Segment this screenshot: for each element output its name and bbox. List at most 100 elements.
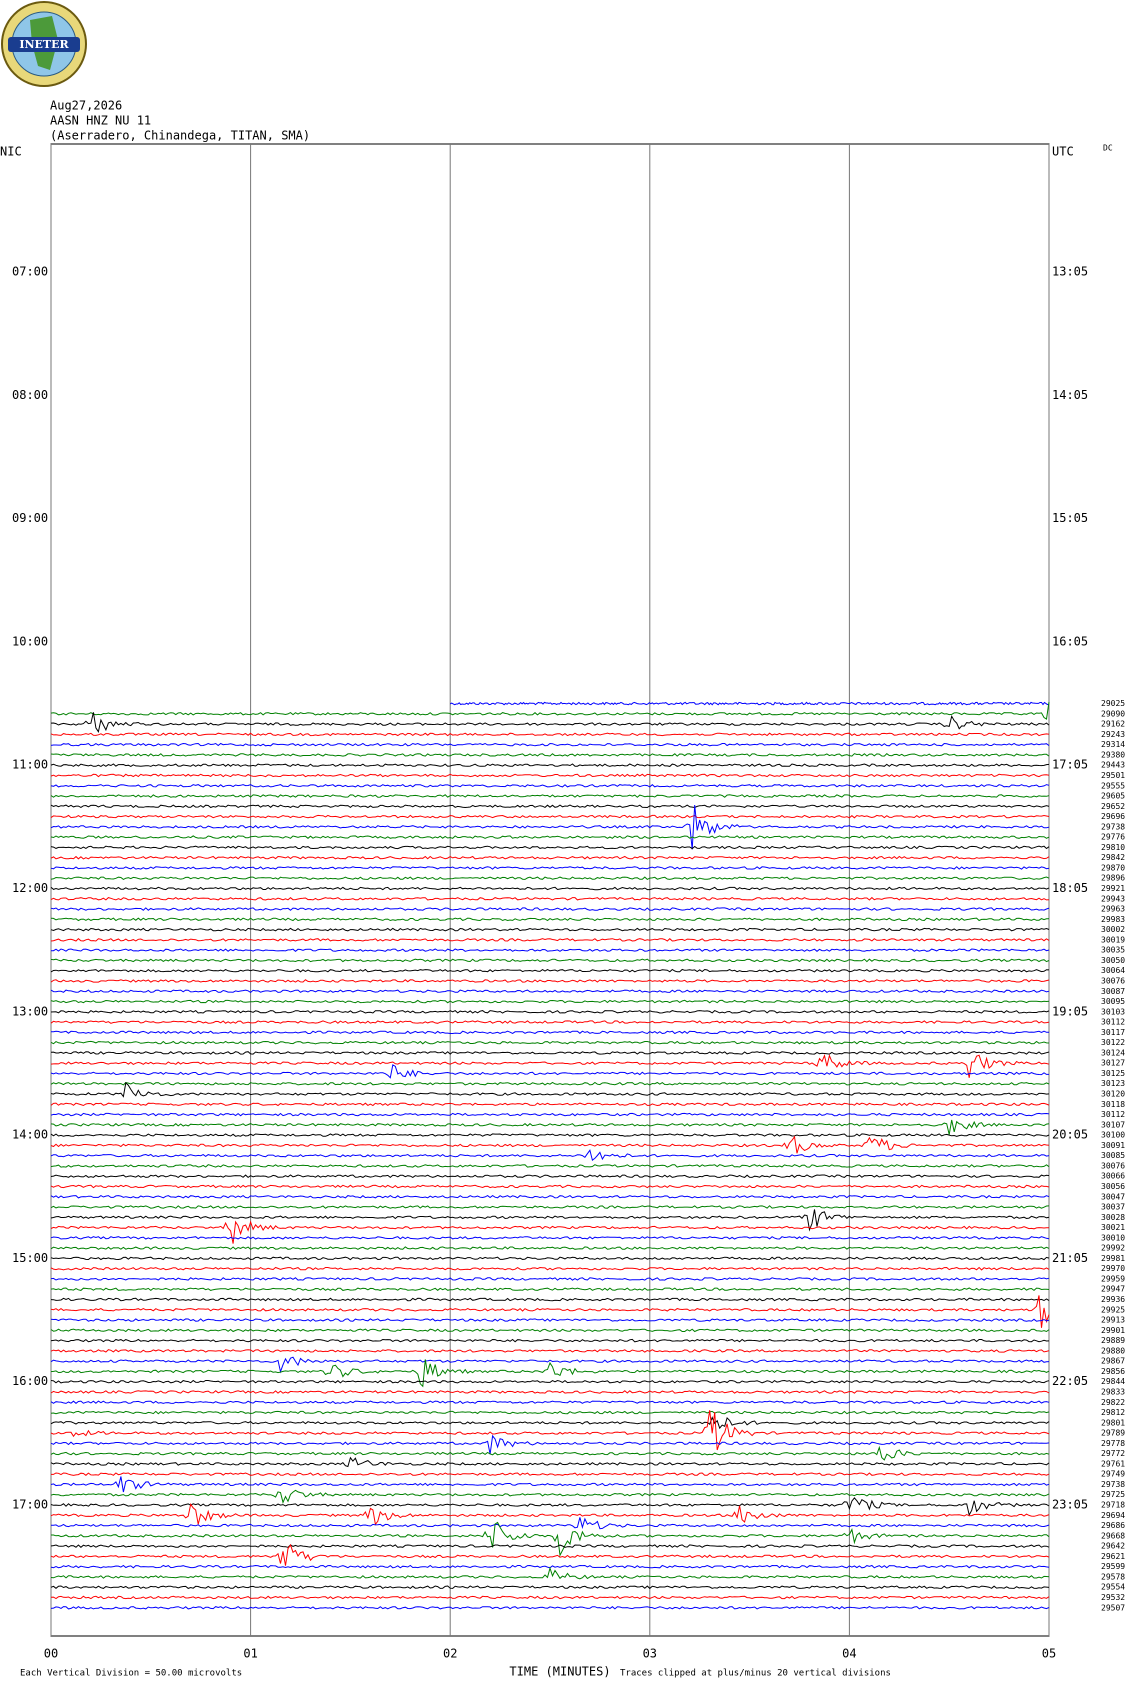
trace xyxy=(50,1009,1050,1014)
trace-label: 29599 xyxy=(1101,1562,1125,1571)
trace xyxy=(51,948,1050,952)
trace xyxy=(50,712,1050,733)
trace-label: 30085 xyxy=(1101,1151,1125,1160)
trace xyxy=(50,1030,1050,1035)
trace xyxy=(50,1246,1050,1250)
trace-label: 29025 xyxy=(1101,699,1125,708)
trace-label: 29694 xyxy=(1101,1511,1125,1520)
trace xyxy=(50,1081,1050,1086)
trace-label: 29686 xyxy=(1101,1521,1125,1530)
x-tick-label: 00 xyxy=(44,1647,58,1661)
trace xyxy=(50,1543,1050,1566)
trace-label: 29901 xyxy=(1101,1326,1125,1335)
x-tick-label: 01 xyxy=(243,1647,257,1661)
scale-note: Each Vertical Division = 50.00 microvolt… xyxy=(20,1669,242,1679)
x-tick-label: 05 xyxy=(1042,1647,1056,1661)
trace-label: 30095 xyxy=(1101,997,1125,1006)
trace-label: 29983 xyxy=(1101,915,1125,924)
trace-label: 30103 xyxy=(1101,1007,1125,1016)
trace-label: 29867 xyxy=(1101,1357,1125,1366)
trace-label: 29761 xyxy=(1101,1459,1125,1468)
trace xyxy=(50,753,1050,757)
trace xyxy=(50,896,1050,901)
trace xyxy=(50,1053,1050,1078)
trace xyxy=(50,1040,1050,1045)
trace xyxy=(50,886,1050,891)
trace-label: 30117 xyxy=(1101,1028,1125,1037)
left-time-label: 12:00 xyxy=(12,881,48,895)
trace-label: 29856 xyxy=(1101,1367,1125,1376)
trace-label: 30076 xyxy=(1101,976,1125,985)
trace xyxy=(50,1081,1050,1098)
location: (Aserradero, Chinandega, TITAN, SMA) xyxy=(50,129,310,143)
trace xyxy=(50,1585,1050,1590)
trace xyxy=(50,1349,1050,1353)
trace xyxy=(50,907,1050,911)
trace-label: 30087 xyxy=(1101,987,1125,996)
trace-label: 29913 xyxy=(1101,1316,1125,1325)
trace xyxy=(50,783,1050,788)
trace xyxy=(50,1410,1050,1415)
right-time-label: 19:05 xyxy=(1052,1004,1088,1018)
trace xyxy=(50,1135,1050,1154)
right-time-label: 17:05 xyxy=(1052,758,1088,772)
trace-label: 29812 xyxy=(1101,1408,1125,1417)
trace-label: 30010 xyxy=(1101,1233,1125,1242)
trace-label: 30019 xyxy=(1101,935,1125,944)
trace-label: 30112 xyxy=(1101,1110,1125,1119)
trace xyxy=(50,1544,1050,1548)
date: Aug27,2026 xyxy=(50,99,122,113)
trace xyxy=(50,938,1050,942)
left-time-label: 09:00 xyxy=(12,511,48,525)
trace-label: 29925 xyxy=(1101,1305,1125,1314)
trace-label: 29243 xyxy=(1101,730,1125,739)
trace xyxy=(50,1416,1050,1430)
trace-label: 29801 xyxy=(1101,1418,1125,1427)
trace-label: 30056 xyxy=(1101,1182,1125,1191)
trace xyxy=(50,1102,1050,1107)
trace xyxy=(50,1220,1049,1244)
trace-label: 29718 xyxy=(1101,1501,1125,1510)
trace xyxy=(50,1497,1050,1517)
trace-label: 30127 xyxy=(1101,1059,1125,1068)
trace xyxy=(50,1295,1050,1328)
corner-label: DC xyxy=(1103,144,1113,153)
trace xyxy=(50,1318,1050,1322)
trace-label: 29090 xyxy=(1101,709,1125,718)
trace-label: 30123 xyxy=(1101,1079,1125,1088)
trace-label: 30028 xyxy=(1101,1213,1125,1222)
trace xyxy=(50,1390,1050,1394)
trace-label: 29507 xyxy=(1101,1603,1125,1612)
trace-label: 29889 xyxy=(1101,1336,1125,1345)
left-time-label: 08:00 xyxy=(12,388,48,402)
trace xyxy=(50,732,1050,737)
trace xyxy=(50,1476,1050,1493)
trace-label: 29380 xyxy=(1101,750,1125,759)
trace-label: 29970 xyxy=(1101,1264,1125,1273)
trace-label: 29621 xyxy=(1101,1552,1125,1561)
trace xyxy=(50,1184,1050,1189)
trace-label: 29162 xyxy=(1101,720,1125,729)
left-time-label: 16:00 xyxy=(12,1374,48,1388)
trace xyxy=(50,1338,1050,1343)
trace xyxy=(50,773,1050,778)
x-tick-label: 03 xyxy=(643,1647,657,1661)
logo-text: INETER xyxy=(19,38,69,51)
trace-label: 29778 xyxy=(1101,1439,1125,1448)
trace-label: 30021 xyxy=(1101,1223,1125,1232)
trace xyxy=(50,1064,1049,1079)
left-time-label: 10:00 xyxy=(12,634,48,648)
trace xyxy=(50,1489,1050,1504)
trace xyxy=(50,763,1050,767)
trace-label: 30037 xyxy=(1101,1203,1125,1212)
trace xyxy=(50,1287,1050,1292)
trace-label: 30050 xyxy=(1101,956,1125,965)
trace xyxy=(50,1359,1050,1388)
trace xyxy=(50,1400,1050,1405)
trace-label: 29896 xyxy=(1101,874,1125,883)
trace-label: 29652 xyxy=(1101,802,1125,811)
trace xyxy=(50,845,1050,850)
left-time-label: 13:00 xyxy=(12,1004,48,1018)
trace-label: 29555 xyxy=(1101,781,1125,790)
